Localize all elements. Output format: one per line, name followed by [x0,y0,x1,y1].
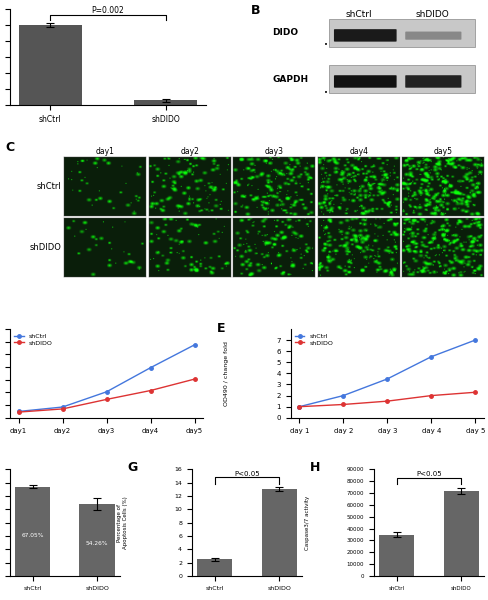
FancyBboxPatch shape [405,32,461,40]
Text: •: • [324,42,328,48]
Bar [328,65,474,94]
Text: shDIDO: shDIDO [30,243,61,252]
FancyBboxPatch shape [405,75,461,88]
shCtrl [471,337,477,344]
shDIDO [471,389,477,396]
shCtrl [191,341,197,349]
shDIDO [16,409,21,416]
Text: 54.26%: 54.26% [86,541,108,546]
Bar [261,490,297,576]
Text: 67.05%: 67.05% [21,533,44,538]
Text: E: E [217,322,225,335]
Title: day1: day1 [96,147,115,156]
Text: •: • [324,89,328,95]
Text: shCtrl: shCtrl [345,10,371,19]
Y-axis label: Caspase3/7 activity: Caspase3/7 activity [304,496,309,550]
Line: shDIDO: shDIDO [17,377,196,414]
Legend: shCtrl, shDIDO: shCtrl, shDIDO [293,332,334,347]
shCtrl [16,408,21,415]
shDIDO [103,396,109,403]
FancyBboxPatch shape [333,29,396,41]
Text: P<0.05: P<0.05 [415,471,441,477]
shDIDO [296,403,302,410]
shDIDO [427,392,433,399]
shCtrl [103,388,109,395]
Bar [80,503,115,576]
Line: shCtrl: shCtrl [17,343,196,413]
Text: G: G [127,461,138,474]
Bar [378,535,413,576]
Text: shDIDO: shDIDO [414,10,448,19]
Bar [19,25,82,105]
Text: DIDO: DIDO [272,28,298,37]
shCtrl [147,364,153,371]
Text: B: B [250,4,260,17]
shCtrl [384,376,389,383]
Bar [443,491,478,576]
Text: P<0.05: P<0.05 [234,470,259,476]
Text: P=0.002: P=0.002 [91,5,124,14]
shDIDO [191,376,197,383]
Line: shCtrl: shCtrl [297,338,476,409]
Title: day2: day2 [180,147,199,156]
shCtrl [296,403,302,410]
Title: day3: day3 [264,147,283,156]
Text: C: C [5,140,14,154]
Text: H: H [309,461,320,474]
Y-axis label: OD490 / change fold: OD490 / change fold [223,341,228,406]
Y-axis label: Percentage of
Apoptosis Cells (%): Percentage of Apoptosis Cells (%) [117,496,127,549]
Title: day4: day4 [348,147,367,156]
Bar [134,100,197,105]
Line: shDIDO: shDIDO [297,391,476,409]
Text: shCtrl: shCtrl [37,182,61,191]
Title: day5: day5 [433,147,452,156]
shCtrl [340,392,346,399]
shDIDO [147,387,153,394]
Bar [328,19,474,47]
shCtrl [60,403,65,410]
shDIDO [384,398,389,405]
shDIDO [340,401,346,408]
Bar [15,487,50,576]
Bar [196,559,232,576]
shCtrl [427,353,433,361]
Text: GAPDH: GAPDH [272,74,308,83]
FancyBboxPatch shape [333,75,396,88]
Legend: shCtrl, shDIDO: shCtrl, shDIDO [13,332,54,347]
shDIDO [60,406,65,413]
